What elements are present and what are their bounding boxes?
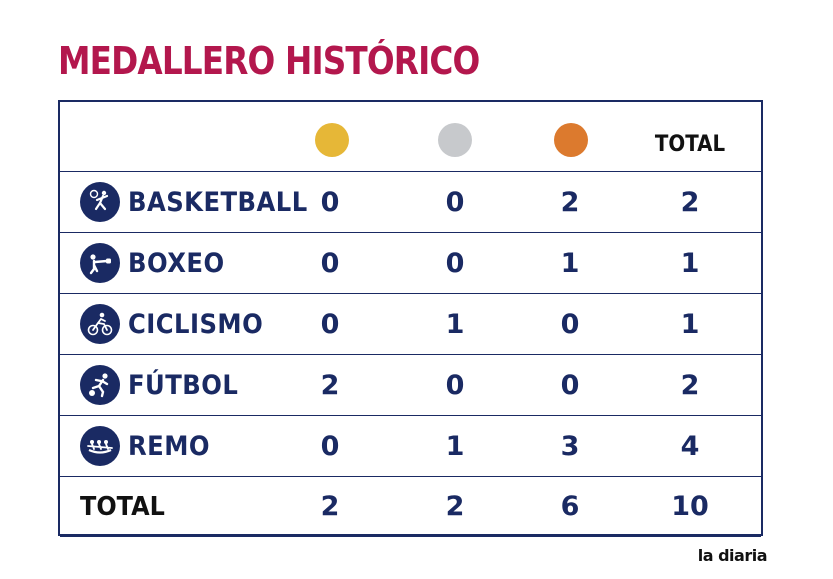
- gold-count: 2: [320, 369, 340, 401]
- sport-label: BASKETBALL: [80, 172, 328, 232]
- totals-row: TOTAL 2 2 6 10: [60, 477, 761, 537]
- table-row: BASKETBALL 0 0 2 2: [60, 172, 761, 233]
- sport-name: CICLISMO: [128, 308, 264, 340]
- bronze-count: 0: [560, 369, 580, 401]
- medal-table: TOTAL BASKETBALL 0 0 2 2 BOXEO 0 0 1 1: [58, 100, 763, 537]
- silver-count: 0: [445, 369, 465, 401]
- bronze-count: 1: [560, 247, 580, 279]
- total-column-header: TOTAL: [654, 132, 726, 157]
- cycling-icon: [80, 304, 120, 344]
- total-count: 1: [680, 247, 700, 279]
- table-row: REMO 0 1 3 4: [60, 416, 761, 477]
- sport-name: BASKETBALL: [128, 186, 308, 218]
- silver-medal-icon: [438, 123, 472, 157]
- silver-count: 0: [445, 247, 465, 279]
- table-row: FÚTBOL 2 0 0 2: [60, 355, 761, 416]
- sport-label: BOXEO: [80, 233, 235, 293]
- sport-name: BOXEO: [128, 247, 225, 279]
- boxing-icon: [80, 243, 120, 283]
- table-row: CICLISMO 0 1 0 1: [60, 294, 761, 355]
- bronze-count: 0: [560, 308, 580, 340]
- gold-medal-icon: [315, 123, 349, 157]
- sport-name: FÚTBOL: [128, 369, 239, 401]
- sport-label: FÚTBOL: [80, 355, 251, 415]
- bronze-medal-icon: [554, 123, 588, 157]
- brand-logo: la diaria: [697, 546, 768, 565]
- gold-count: 0: [320, 308, 340, 340]
- total-count: 2: [680, 369, 700, 401]
- page-title: MEDALLERO HISTÓRICO: [58, 39, 480, 83]
- silver-count: 0: [445, 186, 465, 218]
- basketball-icon: [80, 182, 120, 222]
- silver-total: 2: [445, 491, 465, 522]
- totals-label: TOTAL: [80, 491, 165, 522]
- sport-label: CICLISMO: [80, 294, 278, 354]
- gold-count: 0: [320, 247, 340, 279]
- gold-total: 2: [320, 491, 340, 522]
- table-header: TOTAL: [60, 102, 761, 172]
- total-count: 1: [680, 308, 700, 340]
- silver-count: 1: [445, 308, 465, 340]
- rowing-icon: [80, 426, 120, 466]
- sport-name: REMO: [128, 430, 210, 462]
- bronze-total: 6: [560, 491, 580, 522]
- grand-total: 10: [671, 491, 709, 522]
- gold-count: 0: [320, 430, 340, 462]
- silver-count: 1: [445, 430, 465, 462]
- total-count: 2: [680, 186, 700, 218]
- bronze-count: 2: [560, 186, 580, 218]
- bronze-count: 3: [560, 430, 580, 462]
- total-count: 4: [680, 430, 700, 462]
- gold-count: 0: [320, 186, 340, 218]
- table-row: BOXEO 0 0 1 1: [60, 233, 761, 294]
- football-icon: [80, 365, 120, 405]
- sport-label: REMO: [80, 416, 219, 476]
